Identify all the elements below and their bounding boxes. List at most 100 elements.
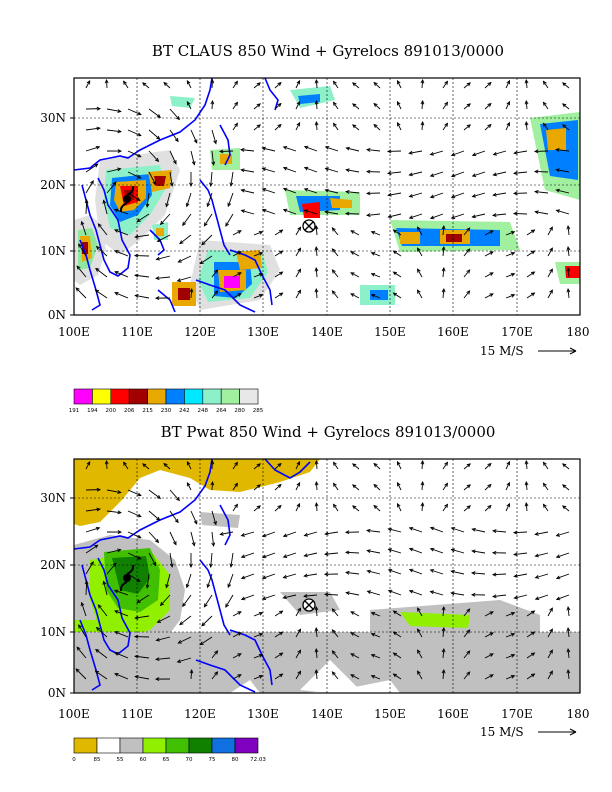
wind-vector [352, 103, 360, 110]
wind-vector [232, 653, 242, 659]
wind-vector-head [256, 82, 261, 87]
wind-vector-head [102, 580, 107, 585]
wind-vector-head [510, 632, 516, 637]
wind-vector [463, 103, 471, 110]
wind-vector [211, 460, 214, 470]
legend-swatch [147, 388, 167, 405]
wind-vector-head [258, 675, 264, 679]
wind-vector-head [104, 459, 109, 465]
wind-vector-head [258, 294, 264, 298]
wind-vector-head [189, 182, 193, 188]
wind-vector [85, 461, 91, 470]
wind-vector [295, 289, 301, 299]
wind-vector [484, 484, 492, 491]
wind-vector [169, 129, 179, 142]
svg-text:130E: 130E [247, 325, 279, 339]
wind-vector [78, 624, 87, 638]
wind-vector [463, 248, 471, 257]
wind-vector-head [492, 213, 497, 217]
wind-vector [204, 213, 213, 226]
wind-vector-head [114, 631, 119, 635]
legend-swatch [211, 737, 236, 754]
wind-vector-head [137, 111, 142, 116]
wind-vector-head [417, 670, 421, 675]
wind-vector [232, 504, 238, 512]
wind-vector [78, 243, 87, 257]
wind-vector [472, 213, 486, 218]
wind-vector-head [303, 594, 308, 598]
wind-vector-head [506, 121, 510, 127]
wind-vector-head [350, 674, 355, 678]
wind-vector-head [365, 169, 371, 174]
wind-vector [98, 604, 108, 617]
wind-vector [556, 531, 570, 537]
wind-vector [543, 81, 549, 89]
wind-vector [85, 146, 100, 152]
wind-vector-head [182, 602, 187, 608]
wind-vector [135, 655, 150, 659]
wind-vector-head [94, 289, 99, 294]
wind-vector-head [209, 563, 213, 568]
wind-vector-head [491, 550, 497, 555]
wind-vector-head [350, 272, 355, 276]
wind-vector [567, 247, 570, 257]
wind-vector [304, 146, 318, 152]
wind-vector [484, 463, 492, 470]
wind-vector [160, 213, 171, 225]
wind-vector [274, 484, 282, 491]
wind-vector [332, 650, 339, 659]
wind-vector [333, 483, 339, 491]
wind-vector-head [387, 214, 392, 219]
legend-swatch [73, 737, 98, 754]
wind-vector [484, 632, 494, 638]
wind-vector-head [441, 246, 446, 251]
wind-vector [409, 590, 423, 596]
wind-vector [562, 463, 570, 470]
wind-vector-head [75, 668, 80, 673]
wind-vector [371, 654, 381, 659]
wind-vector [388, 569, 402, 575]
wind-vector [562, 484, 570, 491]
wind-vector-head [237, 230, 242, 234]
wind-vector [190, 129, 198, 143]
wind-vector [556, 552, 570, 558]
wind-vector [262, 552, 276, 558]
wind-vector-head [234, 461, 238, 466]
wind-vector-head [95, 526, 101, 531]
wind-vector-head [345, 189, 350, 194]
legend-value-label: 285 [253, 408, 264, 414]
wind-vector [85, 127, 100, 131]
wind-vector [156, 636, 171, 641]
wind-vector [388, 171, 402, 174]
wind-vector-head [510, 674, 516, 679]
wind-vector-head [261, 188, 267, 192]
legend-swatch [142, 737, 167, 754]
wind-vector-head [234, 122, 238, 127]
wind-vector-head [429, 194, 435, 199]
wind-vector [95, 289, 108, 299]
wind-vector [211, 531, 215, 546]
svg-text:140E: 140E [311, 325, 343, 339]
wind-vector [333, 462, 339, 470]
wind-vector-head [487, 102, 492, 107]
wind-vector-head [530, 250, 536, 255]
wind-vector [148, 150, 159, 162]
wind-vector-head [279, 271, 284, 276]
wind-vector [346, 169, 360, 173]
wind-vector-head [97, 223, 102, 228]
wind-vector-head [303, 145, 309, 150]
wind-vector-head [165, 203, 170, 208]
wind-vector-head [344, 211, 350, 216]
wind-vector [535, 573, 549, 579]
wind-vector-head [159, 601, 165, 607]
svg-text:100E: 100E [58, 325, 90, 339]
wind-vector-head [258, 612, 264, 616]
legend-swatch [92, 388, 112, 405]
wind-vector-head [134, 615, 139, 620]
wind-vector-head [450, 591, 455, 596]
wind-vector [106, 489, 121, 493]
wind-vector [241, 209, 255, 215]
wind-vector [333, 81, 339, 89]
wind-vector [472, 192, 486, 198]
wind-vector-head [450, 569, 455, 574]
